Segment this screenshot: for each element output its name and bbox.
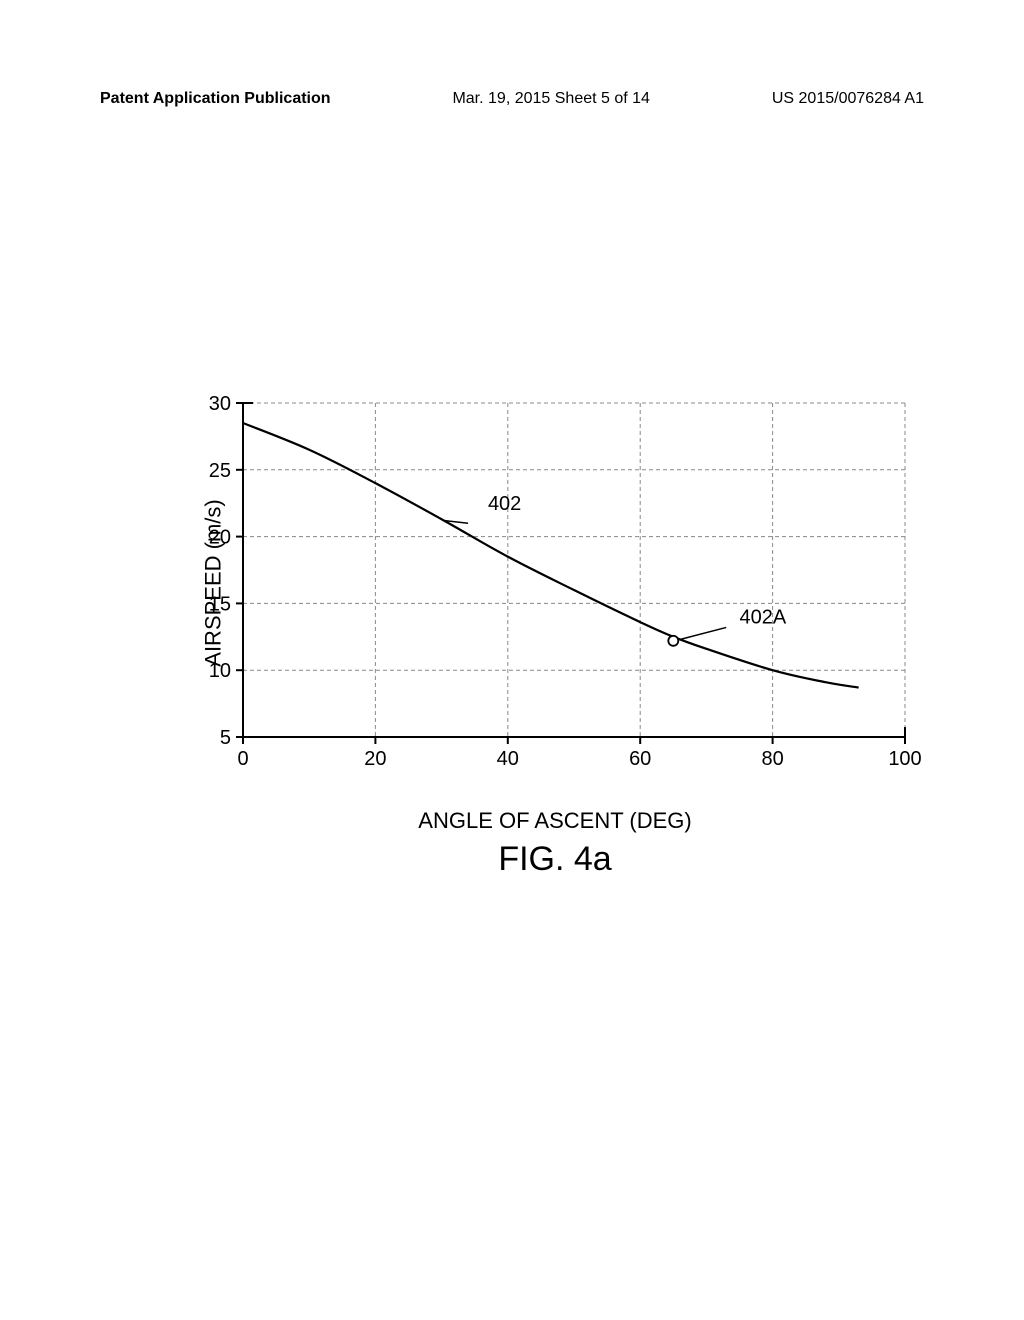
x-tick-label: 20	[364, 748, 386, 770]
y-tick-label: 20	[209, 527, 231, 549]
header-left: Patent Application Publication	[100, 90, 331, 108]
header-right: US 2015/0076284 A1	[772, 90, 924, 108]
figure-caption: FIG. 4a	[195, 840, 915, 879]
annotation-leader	[680, 627, 726, 639]
y-tick-label: 10	[209, 660, 231, 682]
curve-402	[243, 423, 859, 688]
y-tick-label: 15	[209, 593, 231, 615]
y-tick-label: 30	[209, 393, 231, 415]
x-axis-label: ANGLE OF ASCENT (DEG)	[195, 808, 915, 834]
x-tick-label: 40	[497, 748, 519, 770]
annotation-label: 402	[488, 493, 521, 515]
y-tick-label: 5	[220, 727, 231, 749]
x-tick-label: 60	[629, 748, 651, 770]
marker-402a	[668, 636, 678, 646]
y-tick-label: 25	[209, 460, 231, 482]
x-tick-label: 100	[888, 748, 921, 770]
chart-plot-area: 02040608010051015202530402402A	[195, 395, 915, 775]
annotation-label: 402A	[740, 606, 787, 628]
chart-svg: 02040608010051015202530402402A	[195, 395, 915, 775]
x-tick-label: 0	[237, 748, 248, 770]
header-center: Mar. 19, 2015 Sheet 5 of 14	[452, 90, 649, 108]
page-header: Patent Application Publication Mar. 19, …	[0, 90, 1024, 108]
x-tick-label: 80	[761, 748, 783, 770]
